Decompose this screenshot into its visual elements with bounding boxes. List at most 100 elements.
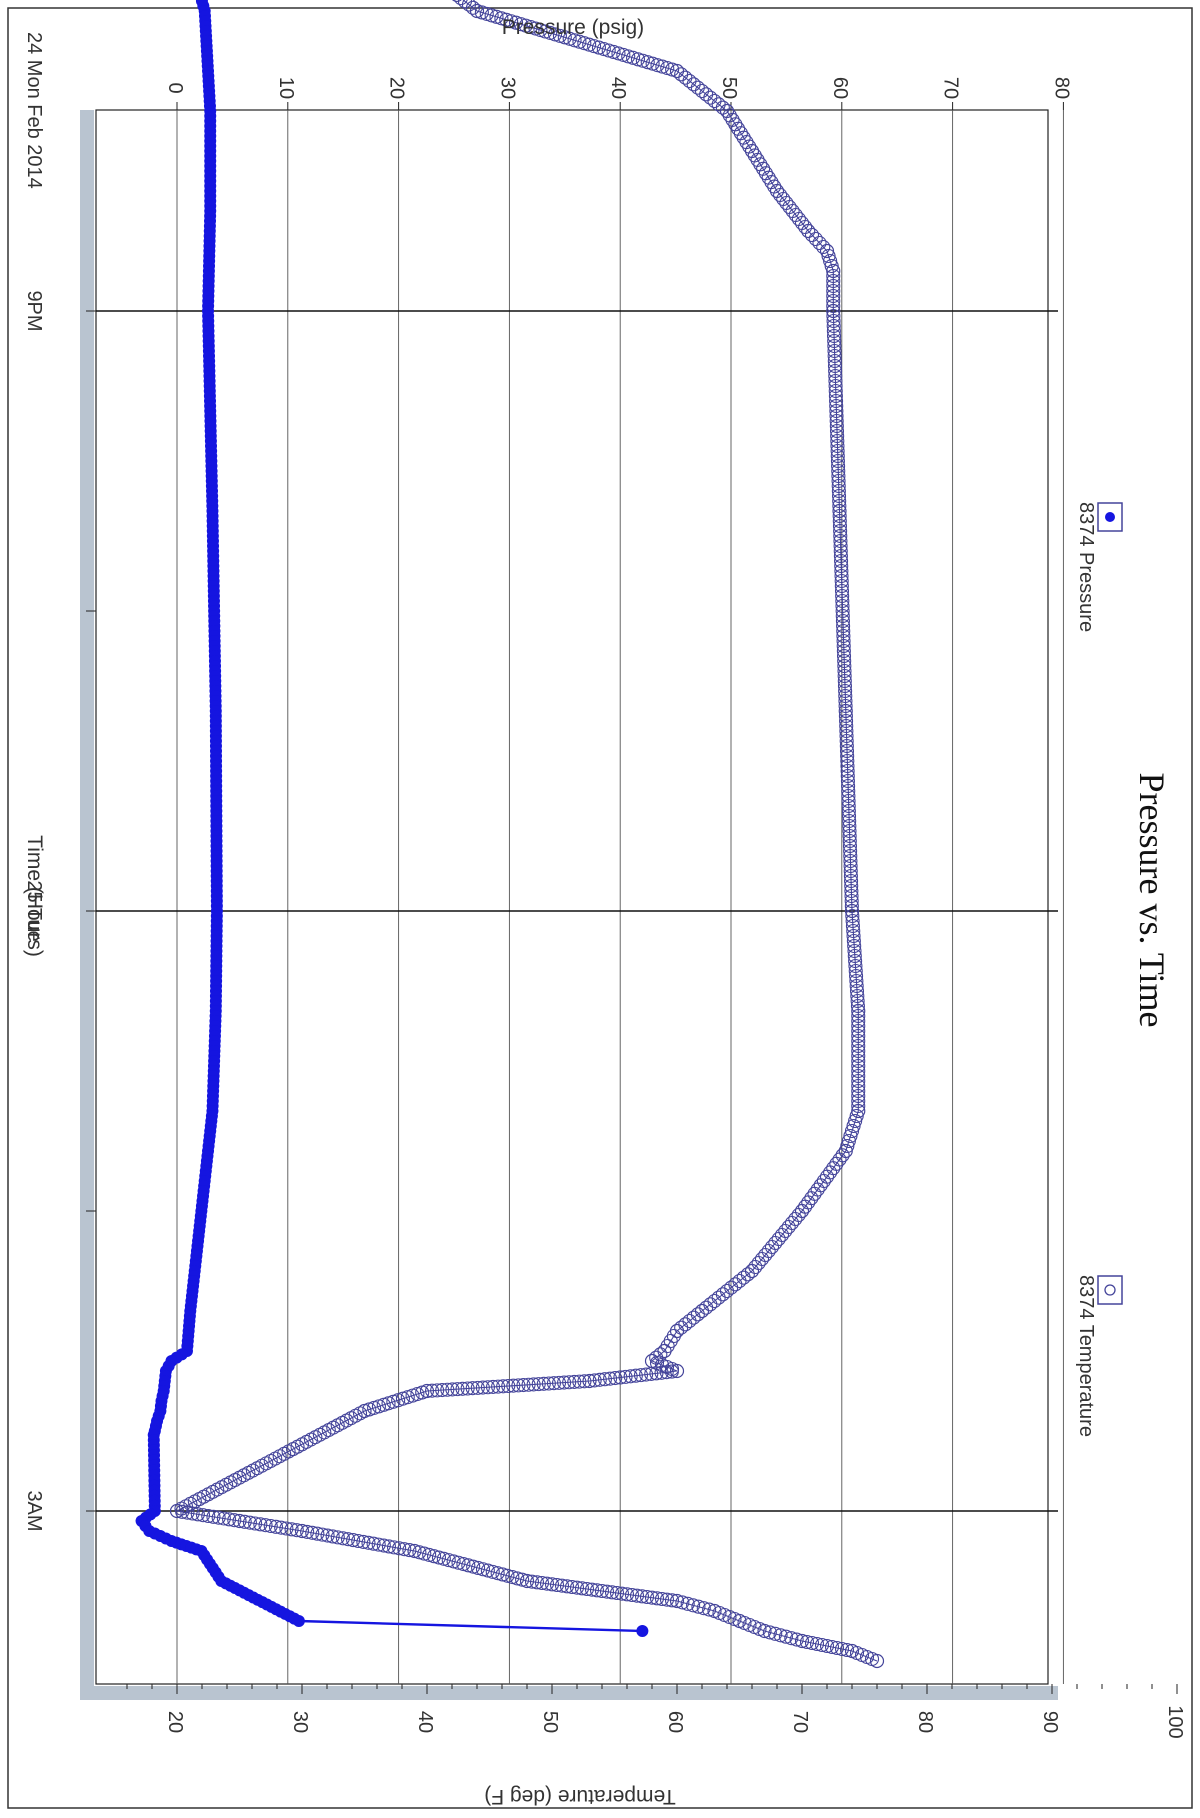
data-point-temperature [669, 1593, 685, 1609]
data-point-temperature [838, 693, 853, 709]
data-point-temperature [839, 733, 854, 749]
data-point-temperature [465, 1381, 480, 1396]
data-point-temperature [248, 1516, 263, 1531]
data-point-temperature [850, 998, 865, 1014]
data-point-temperature [564, 1579, 580, 1595]
data-point-temperature [386, 1540, 402, 1555]
data-point-temperature [604, 1585, 620, 1600]
data-point-temperature [848, 953, 863, 969]
data-point-temperature [613, 1370, 628, 1385]
data-point-temperature [851, 1063, 866, 1079]
data-point-temperature [455, 1381, 470, 1396]
data-point-temperature [809, 1636, 825, 1652]
data-point-temperature [789, 1632, 804, 1647]
data-point-temperature [546, 1376, 562, 1391]
data-point-temperature [843, 843, 858, 859]
data-point-temperature [206, 1509, 221, 1524]
pressure-tick-label: 20 [386, 77, 408, 99]
data-point-temperature [471, 1560, 486, 1576]
data-point-temperature [836, 643, 851, 659]
legend-marker-pressure [1105, 512, 1115, 522]
data-point-temperature [828, 388, 843, 404]
data-point-temperature [485, 1379, 501, 1394]
data-point-temperature [844, 873, 859, 889]
data-point-temperature [242, 1515, 257, 1530]
data-point-temperature [315, 1527, 330, 1542]
data-point-temperature [828, 378, 843, 394]
data-point-temperature [831, 478, 846, 494]
data-point-temperature [830, 453, 845, 469]
data-point-temperature [579, 1581, 595, 1597]
data-point-temperature [534, 1575, 550, 1591]
data-point-temperature [536, 1376, 551, 1391]
data-point-temperature [834, 563, 849, 579]
data-point-temperature [529, 1575, 545, 1590]
data-point-temperature [397, 1542, 412, 1557]
x-tick-label: 25 Tue [23, 880, 45, 941]
legend-label-temperature: 8374 Temperature [1075, 1275, 1097, 1437]
data-point-temperature [597, 1372, 612, 1387]
pressure-tick-label: 50 [718, 77, 740, 99]
data-point-temperature [830, 448, 845, 464]
data-point-temperature [842, 818, 857, 834]
data-point-temperature [842, 813, 857, 829]
pressure-axis-title: Pressure (psig) [502, 16, 644, 39]
data-point-temperature [435, 1383, 450, 1398]
data-point-temperature [851, 1088, 866, 1104]
data-point-temperature [840, 763, 855, 779]
data-point-temperature [551, 1375, 567, 1390]
data-point-temperature [407, 1543, 422, 1559]
data-point-temperature [715, 100, 730, 115]
data-point-temperature [869, 1653, 885, 1669]
pressure-tick-label: 60 [829, 77, 851, 99]
data-point-temperature [366, 1536, 381, 1551]
data-point-temperature [569, 1580, 585, 1595]
data-point-temperature [794, 1633, 810, 1649]
data-point-temperature [836, 638, 851, 654]
data-point-temperature [851, 1008, 866, 1024]
data-point-temperature [851, 1058, 866, 1074]
data-point-temperature [465, 0, 481, 15]
data-point-temperature [516, 1378, 531, 1393]
data-point-temperature [836, 628, 851, 644]
data-point-temperature [549, 1577, 565, 1593]
data-point-temperature [840, 758, 855, 774]
data-point-temperature [836, 623, 851, 639]
data-point-temperature [446, 1554, 461, 1569]
data-point-temperature [840, 748, 855, 764]
data-point-temperature [500, 1568, 515, 1583]
data-point-temperature [526, 1377, 541, 1392]
data-point-temperature [584, 1582, 600, 1597]
data-point-temperature [835, 588, 850, 604]
temperature-tick-label: 30 [289, 1711, 311, 1733]
data-point-temperature [211, 1510, 226, 1525]
data-point-temperature [506, 1378, 521, 1393]
data-point-temperature [826, 268, 841, 284]
data-point-temperature [840, 773, 855, 789]
data-point-temperature [201, 1508, 216, 1524]
data-point-temperature [844, 878, 859, 894]
pressure-tick-labels: 0 10 20 30 40 50 60 70 80 [164, 77, 1072, 99]
data-point-temperature [851, 1068, 866, 1084]
legend: 8374 Pressure 8374 Temperature [1075, 502, 1123, 1437]
data-point-temperature [845, 908, 860, 924]
data-point-temperature [644, 1366, 659, 1381]
data-point-temperature [664, 1364, 679, 1379]
data-point-temperature [829, 1640, 845, 1656]
data-point-temperature [169, 1503, 185, 1519]
data-point-temperature [838, 688, 853, 704]
data-point-temperature [608, 1371, 623, 1386]
data-point-temperature [833, 548, 848, 564]
data-point-temperature [846, 928, 861, 944]
chart-title: Pressure vs. Time [1132, 772, 1172, 1027]
data-point-temperature [832, 493, 847, 509]
data-point-temperature [826, 308, 841, 324]
data-point-temperature [819, 1638, 835, 1654]
data-point-temperature [824, 1639, 840, 1655]
x-axis-title: Time (Hours) [23, 835, 46, 957]
legend-label-pressure: 8374 Pressure [1075, 502, 1097, 632]
data-point-temperature [851, 1053, 866, 1069]
data-point-temperature [582, 1373, 597, 1389]
data-point-temperature [851, 1018, 866, 1034]
temperature-tick-label: 40 [414, 1711, 436, 1733]
